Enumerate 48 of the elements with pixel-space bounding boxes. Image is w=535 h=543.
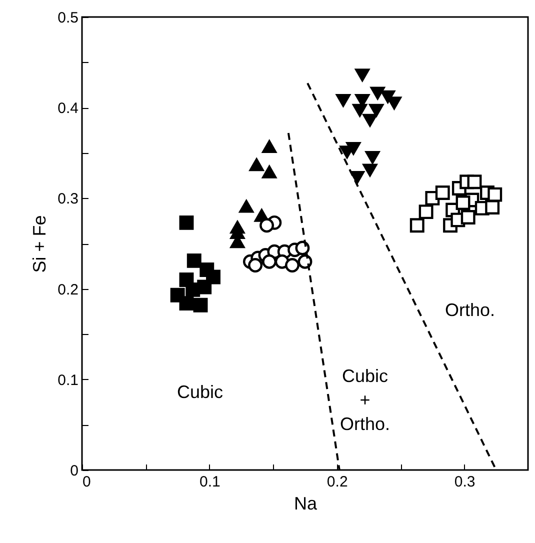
point: [336, 94, 350, 107]
point: [362, 164, 378, 177]
point: [249, 158, 264, 172]
y-tick-label: 0: [70, 462, 78, 480]
point: [355, 68, 370, 82]
point: [285, 258, 300, 272]
x-axis-title: Na: [294, 494, 318, 514]
annotation: Cubic: [176, 382, 224, 402]
point: [365, 151, 380, 164]
point: [467, 174, 482, 190]
point: [197, 280, 212, 294]
point: [410, 218, 424, 233]
y-tick-label: 0.4: [58, 100, 78, 118]
point: [485, 200, 500, 214]
point: [460, 210, 476, 224]
y-tick-label: 0.3: [58, 190, 78, 208]
point: [298, 254, 312, 269]
x-tick-label: 0.2: [326, 474, 348, 490]
point: [352, 104, 368, 117]
point: [350, 170, 364, 184]
point: [369, 104, 384, 117]
point: [193, 298, 208, 312]
point: [262, 254, 277, 269]
point: [295, 240, 310, 256]
point: [456, 196, 470, 210]
point: [488, 187, 502, 202]
x-tick-label: 0: [82, 474, 91, 490]
annotation: Ortho.: [444, 300, 496, 320]
point: [179, 296, 194, 311]
y-tick-label: 0.2: [58, 281, 78, 298]
point: [260, 218, 274, 233]
y-tick-label: 0.1: [58, 372, 78, 389]
point: [262, 140, 277, 153]
point: [370, 86, 385, 100]
point: [239, 200, 254, 213]
point: [362, 114, 378, 127]
point: [186, 253, 202, 268]
point: [418, 204, 434, 220]
point: [262, 166, 277, 178]
point: [435, 186, 450, 200]
point: [179, 215, 194, 230]
y-tick-label: 0.5: [58, 10, 78, 26]
x-tick-label: 0.1: [200, 474, 220, 490]
point: [346, 142, 361, 155]
x-tick-label: 0.3: [454, 474, 476, 490]
annotation: Cubic + Ortho.: [340, 366, 390, 434]
point: [248, 258, 263, 272]
y-axis-title: Si + Fe: [30, 215, 50, 273]
